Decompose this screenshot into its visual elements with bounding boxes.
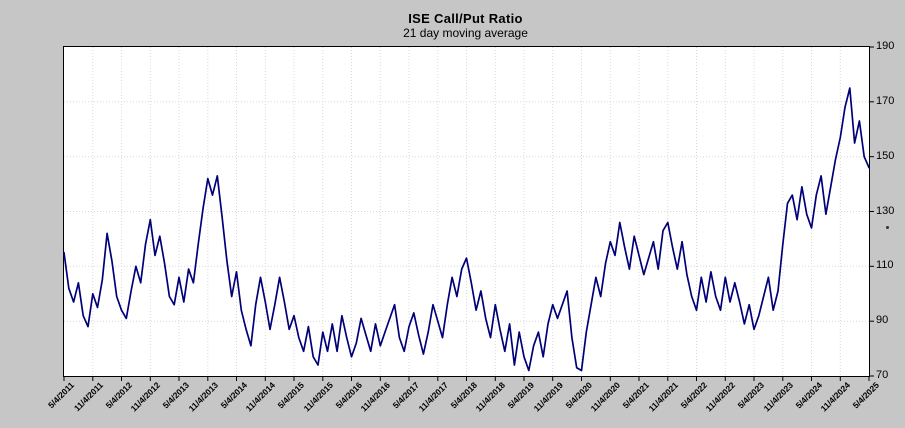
x-axis-label: 11/4/2015	[301, 380, 335, 414]
chart-canvas	[63, 46, 874, 381]
y-axis-label: 150	[876, 149, 895, 162]
y-axis-label: 170	[876, 94, 895, 107]
y-axis-label: 130	[876, 204, 895, 217]
y-axis-label: 70	[876, 369, 889, 381]
x-axis-label: 11/4/2023	[761, 380, 795, 414]
x-axis-label: 11/4/2022	[703, 380, 738, 414]
y-axis-label: 110	[876, 259, 894, 272]
x-axis-label: 5/4/2025	[850, 380, 882, 411]
x-axis-label: 11/4/2013	[186, 380, 220, 414]
x-axis-label: 11/4/2020	[588, 380, 623, 414]
y-axis-labels: 70 90 110 130 150 170 190	[876, 40, 904, 381]
axis-marker-dot	[886, 226, 889, 229]
chart-title: ISE Call/Put Ratio	[408, 11, 523, 26]
x-axis-label: 11/4/2012	[128, 380, 163, 414]
x-axis-label: 11/4/2019	[531, 380, 565, 414]
x-axis-label: 11/4/2017	[416, 380, 450, 414]
x-axis-label: 11/4/2011	[71, 380, 105, 414]
x-axis-label: 11/4/2014	[243, 380, 278, 414]
x-axis-label: 11/4/2018	[473, 380, 508, 414]
plot-area	[63, 46, 874, 381]
x-axis-labels: 5/4/2011 11/4/2011 5/4/2012 11/4/2012 5/4/20…	[46, 377, 881, 427]
x-axis-label: 11/4/2016	[358, 380, 393, 414]
y-axis-label: 90	[876, 314, 889, 327]
x-axis-label: 11/4/2021	[646, 380, 680, 414]
y-axis-label: 190	[876, 40, 895, 52]
x-axis-label: 11/4/2024	[818, 380, 853, 414]
chart-subtitle: 21 day moving average	[403, 25, 528, 40]
chart-header: ISE Call/Put Ratio 21 day moving average	[63, 11, 868, 41]
